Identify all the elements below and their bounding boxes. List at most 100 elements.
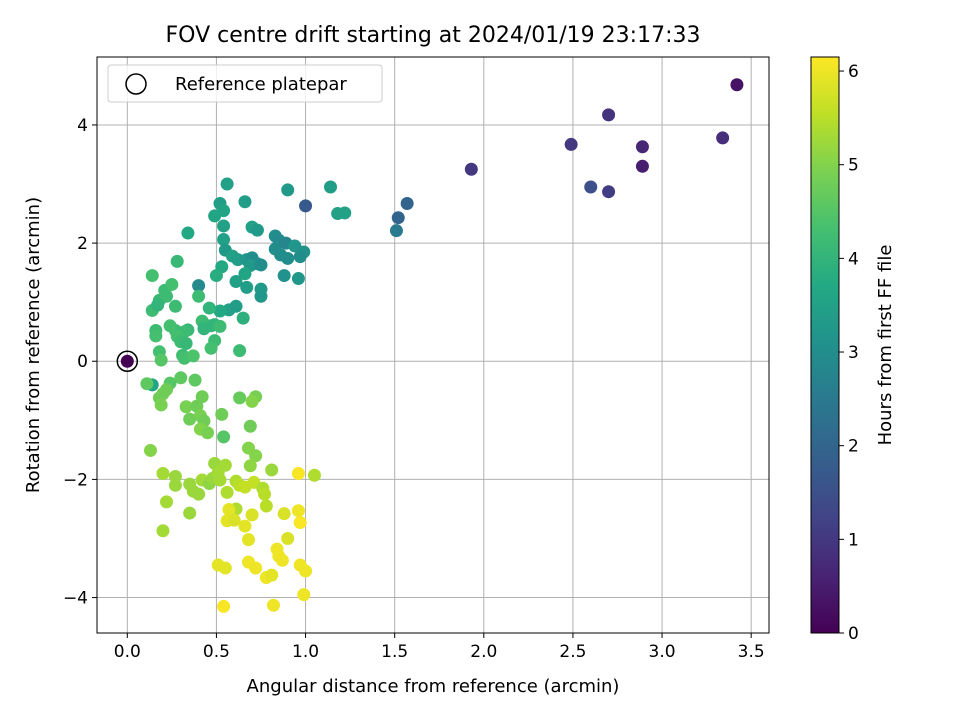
legend-box <box>107 64 383 103</box>
data-point <box>277 269 291 283</box>
data-point <box>201 426 215 440</box>
data-point <box>188 373 202 387</box>
x-axis-label: Angular distance from reference (arcmin) <box>247 676 620 697</box>
grid-lines <box>97 57 769 633</box>
x-axis-ticks: 0.0 0.5 1.0 1.5 2.0 2.5 3.0 3.5 <box>114 633 765 662</box>
data-point <box>213 304 227 318</box>
data-point <box>391 211 405 225</box>
data-point <box>231 253 245 267</box>
data-point <box>730 78 744 92</box>
data-point <box>179 337 193 351</box>
data-point <box>293 516 307 530</box>
data-point <box>258 487 272 501</box>
data-point <box>204 341 218 355</box>
data-point <box>186 349 200 363</box>
data-point <box>192 279 206 293</box>
data-point <box>400 197 414 211</box>
legend-label: Reference platepar <box>175 74 347 95</box>
data-point <box>217 430 231 444</box>
plot-frame <box>96 56 770 634</box>
scatter-points <box>140 78 744 613</box>
data-point <box>291 466 305 480</box>
colorbar-tick-label: 6 <box>848 62 859 82</box>
data-point <box>338 206 352 220</box>
data-point <box>299 199 313 213</box>
data-point <box>174 371 188 385</box>
x-tick-label: 2.5 <box>559 642 586 662</box>
data-point <box>220 177 234 191</box>
data-point <box>179 400 193 414</box>
colorbar-tick-label: 5 <box>848 156 859 176</box>
data-point <box>208 209 222 223</box>
data-point <box>227 513 241 527</box>
data-point <box>149 329 163 343</box>
data-point <box>291 272 305 286</box>
colorbar-tick-label: 3 <box>848 343 859 363</box>
data-point <box>229 299 243 313</box>
data-point <box>299 564 313 578</box>
data-point <box>154 398 168 412</box>
x-tick-label: 0.5 <box>203 642 230 662</box>
data-point <box>249 561 263 575</box>
chart-title: FOV centre drift starting at 2024/01/19 … <box>166 23 701 48</box>
data-point <box>183 412 197 426</box>
data-point <box>213 319 227 333</box>
y-tick-label: −2 <box>63 470 88 490</box>
data-point <box>209 269 223 283</box>
data-point <box>145 269 159 283</box>
data-point <box>297 588 311 602</box>
data-point <box>243 419 257 433</box>
data-point <box>163 319 177 333</box>
colorbar-label: Hours from first FF file <box>875 245 896 446</box>
x-tick-label: 3.5 <box>738 642 765 662</box>
data-point <box>192 487 206 501</box>
data-point <box>635 140 649 154</box>
data-point <box>202 301 216 315</box>
colorbar-gradient <box>810 56 840 634</box>
reference-point <box>120 354 134 368</box>
data-point <box>254 289 268 303</box>
colorbar-tick-label: 0 <box>848 624 859 644</box>
data-point <box>249 449 263 463</box>
data-point <box>197 322 211 336</box>
data-point <box>168 478 182 492</box>
y-axis-ticks: −4 −2 0 2 4 <box>63 116 97 609</box>
data-point <box>265 463 279 477</box>
data-point <box>266 598 280 612</box>
data-point <box>220 485 234 499</box>
x-tick-label: 1.5 <box>381 642 408 662</box>
y-tick-label: 2 <box>77 234 88 254</box>
data-point <box>281 183 295 197</box>
x-tick-label: 2.0 <box>470 642 497 662</box>
data-point <box>218 561 232 575</box>
colorbar-ticks: 0 1 2 3 4 5 6 <box>839 62 859 644</box>
data-point <box>389 224 403 238</box>
data-point <box>170 254 184 268</box>
data-point <box>181 226 195 240</box>
data-point <box>307 468 321 482</box>
data-point <box>195 390 209 404</box>
legend: Reference platepar <box>107 64 383 103</box>
data-point <box>716 131 730 145</box>
reference-ring <box>116 350 139 372</box>
data-point <box>245 394 259 408</box>
data-point <box>213 473 227 487</box>
data-point <box>291 504 305 518</box>
data-point <box>238 195 252 209</box>
y-axis-label: Rotation from reference (arcmin) <box>23 197 44 493</box>
data-point <box>215 407 229 421</box>
data-point <box>229 274 243 288</box>
data-point <box>259 499 273 513</box>
data-point <box>156 466 170 480</box>
data-point <box>265 568 279 582</box>
data-point <box>160 289 174 303</box>
data-point <box>254 258 268 272</box>
colorbar-tick-label: 2 <box>848 437 859 457</box>
x-tick-label: 0.0 <box>114 642 141 662</box>
data-point <box>238 267 252 281</box>
data-point <box>236 311 250 325</box>
y-tick-label: −4 <box>63 589 88 609</box>
data-point <box>183 506 197 520</box>
data-point <box>245 508 259 522</box>
